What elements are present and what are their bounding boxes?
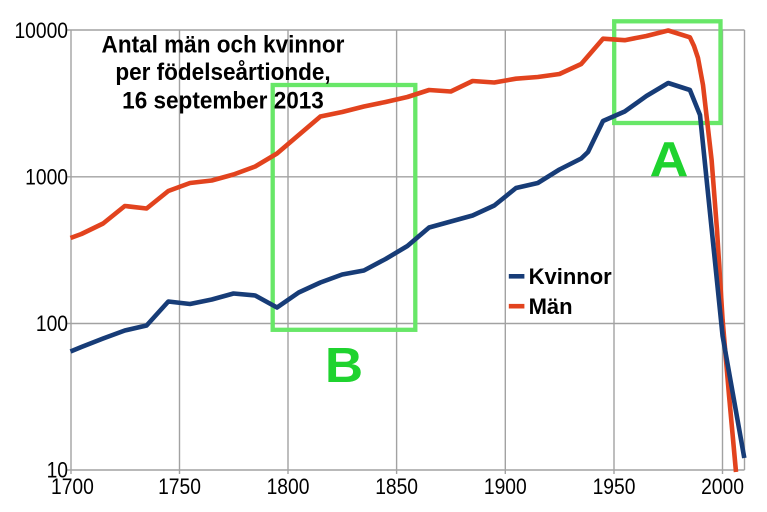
svg-text:10: 10 <box>47 458 68 483</box>
svg-text:1950: 1950 <box>593 475 636 500</box>
svg-text:1000: 1000 <box>25 165 68 190</box>
svg-text:1850: 1850 <box>375 475 418 500</box>
svg-text:Män: Män <box>529 294 573 319</box>
svg-text:A: A <box>650 131 689 186</box>
svg-text:1750: 1750 <box>158 475 201 500</box>
svg-text:10000: 10000 <box>14 19 68 44</box>
svg-text:16 september 2013: 16 september 2013 <box>122 86 324 113</box>
svg-text:Antal män och kvinnor: Antal män och kvinnor <box>102 31 345 58</box>
svg-text:2000: 2000 <box>701 475 744 500</box>
svg-text:1900: 1900 <box>484 475 527 500</box>
svg-text:1800: 1800 <box>267 475 310 500</box>
svg-text:per födelseårtionde,: per födelseårtionde, <box>115 58 330 85</box>
svg-text:B: B <box>325 338 363 393</box>
svg-text:100: 100 <box>36 312 68 337</box>
svg-text:Kvinnor: Kvinnor <box>529 264 613 289</box>
svg-text:1700: 1700 <box>51 475 94 500</box>
